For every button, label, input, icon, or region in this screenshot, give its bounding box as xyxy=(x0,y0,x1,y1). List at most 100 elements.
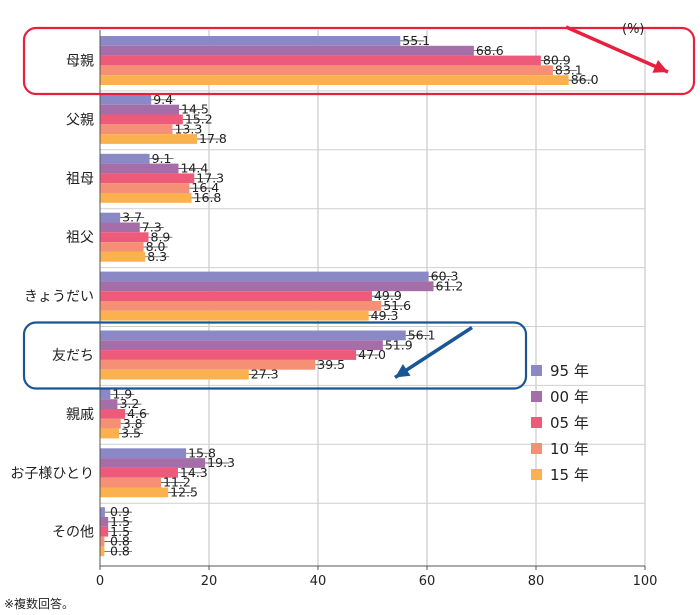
value-label: 49.9 xyxy=(374,288,402,303)
value-label: 3.5 xyxy=(121,426,141,441)
bar xyxy=(100,65,553,76)
bar xyxy=(100,281,434,292)
bar xyxy=(100,251,146,262)
value-label: 0.9 xyxy=(110,504,130,519)
value-label: 60.3 xyxy=(431,269,459,284)
bar xyxy=(100,458,206,468)
bar xyxy=(100,153,150,164)
bar xyxy=(100,75,569,85)
value-label: 61.2 xyxy=(436,278,464,293)
bar xyxy=(100,330,406,341)
bar xyxy=(100,212,121,223)
bar xyxy=(100,467,178,478)
trend-arrow-head xyxy=(652,59,668,73)
value-label: 3.7 xyxy=(122,210,142,225)
unit-label: (%) xyxy=(622,22,645,37)
value-label: 16.4 xyxy=(191,180,219,195)
bar xyxy=(100,428,120,439)
category-label: きょうだい xyxy=(24,289,94,305)
bar xyxy=(100,173,195,184)
category-label: 友だち xyxy=(52,348,94,364)
x-tick-label: 40 xyxy=(310,574,327,589)
value-label: 68.6 xyxy=(476,43,504,58)
category-label: 父親 xyxy=(66,112,94,128)
legend: 95 年 00 年 05 年 10 年 15 年 xyxy=(531,357,589,487)
bar xyxy=(100,399,118,409)
bar xyxy=(100,310,369,321)
bar xyxy=(100,507,105,517)
legend-item: 15 年 xyxy=(531,461,589,487)
value-label: 9.4 xyxy=(153,92,173,107)
value-label: 86.0 xyxy=(571,72,599,87)
bar xyxy=(100,36,401,46)
value-label: 51.6 xyxy=(383,298,411,313)
bar xyxy=(100,222,140,233)
category-label: 祖母 xyxy=(66,171,94,187)
value-label: 16.8 xyxy=(194,190,222,205)
value-label: 1.5 xyxy=(110,524,130,539)
value-label: 51.9 xyxy=(385,337,413,352)
legend-label: 00 年 xyxy=(550,387,589,406)
bar xyxy=(100,55,541,66)
value-label: 8.9 xyxy=(151,229,171,244)
bar xyxy=(100,536,105,547)
bar xyxy=(100,242,144,252)
x-tick-label: 20 xyxy=(201,574,218,589)
value-label: 17.3 xyxy=(196,170,224,185)
category-label: その他 xyxy=(52,525,94,541)
legend-swatch xyxy=(531,442,542,454)
value-label: 8.0 xyxy=(146,239,166,254)
value-label: 1.5 xyxy=(110,514,130,529)
value-label: 80.9 xyxy=(543,53,571,68)
bar xyxy=(100,134,198,144)
value-label: 19.3 xyxy=(207,455,235,470)
bar xyxy=(100,94,152,105)
bar xyxy=(100,301,382,311)
value-label: 3.2 xyxy=(119,396,139,411)
highlight-box xyxy=(22,321,528,390)
trend-arrow-line xyxy=(394,326,473,379)
bar xyxy=(100,340,383,351)
value-label: 14.5 xyxy=(181,102,209,117)
legend-swatch xyxy=(531,416,542,428)
legend-label: 05 年 xyxy=(550,413,589,432)
value-label: 56.1 xyxy=(408,328,436,343)
legend-item: 95 年 xyxy=(531,357,589,383)
bar xyxy=(100,517,109,527)
value-label: 3.8 xyxy=(123,416,143,431)
highlight-box xyxy=(22,26,696,96)
value-label: 14.4 xyxy=(180,161,208,176)
bar xyxy=(100,183,190,193)
legend-item: 10 年 xyxy=(531,435,589,461)
value-label: 83.1 xyxy=(555,62,583,77)
bar xyxy=(100,291,372,301)
category-label: 母親 xyxy=(66,54,94,70)
x-tick-label: 60 xyxy=(419,574,436,589)
value-label: 17.8 xyxy=(199,131,227,146)
bar xyxy=(100,526,109,537)
bar xyxy=(100,448,187,459)
bar xyxy=(100,477,162,488)
value-label: 1.9 xyxy=(112,386,132,401)
legend-swatch xyxy=(531,390,542,402)
value-label: 47.0 xyxy=(358,347,386,362)
legend-item: 05 年 xyxy=(531,409,589,435)
legend-label: 15 年 xyxy=(550,465,589,484)
legend-label: 10 年 xyxy=(550,439,589,458)
value-label: 4.6 xyxy=(127,406,147,421)
legend-swatch xyxy=(531,364,542,376)
category-label: 親戚 xyxy=(66,407,94,423)
legend-label: 95 年 xyxy=(550,361,589,380)
legend-item: 00 年 xyxy=(531,383,589,409)
value-label: 7.3 xyxy=(142,220,162,235)
category-label: お子様ひとり xyxy=(10,466,94,482)
x-tick-label: 100 xyxy=(633,574,658,589)
value-label: 15.2 xyxy=(185,112,213,127)
value-label: 14.3 xyxy=(180,465,208,480)
value-label: 9.1 xyxy=(152,151,172,166)
bar xyxy=(100,359,316,370)
value-label: 55.1 xyxy=(402,33,430,48)
bar xyxy=(100,232,149,243)
trend-arrow-head xyxy=(395,364,411,378)
